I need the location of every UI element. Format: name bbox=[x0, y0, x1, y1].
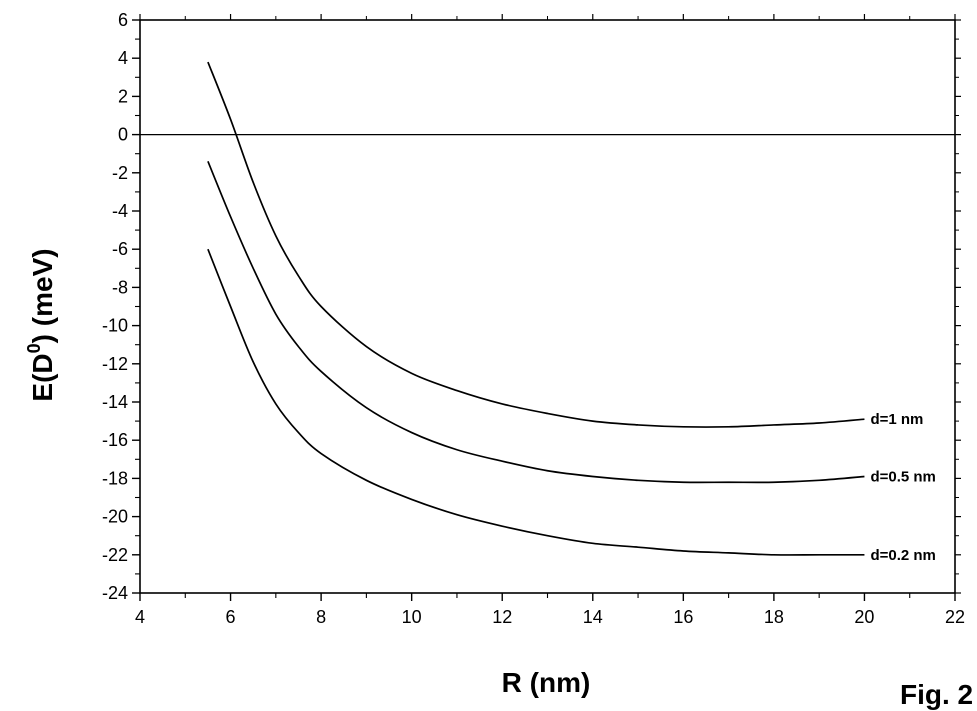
y-tick-label: -14 bbox=[102, 392, 128, 412]
y-axis-title-tail: ) (meV) bbox=[27, 248, 58, 343]
y-tick-label: -20 bbox=[102, 507, 128, 527]
y-tick-label: -18 bbox=[102, 468, 128, 488]
series-label-0: d=1 nm bbox=[870, 411, 923, 428]
x-axis-title: R (nm) bbox=[502, 667, 591, 698]
series-label-1: d=0.5 nm bbox=[870, 468, 935, 485]
x-tick-label: 14 bbox=[583, 607, 603, 627]
plot-area bbox=[139, 19, 956, 594]
y-axis-title-main: E(D bbox=[27, 353, 58, 401]
x-tick-label: 4 bbox=[135, 607, 145, 627]
x-axis: 4 6 8 10 12 14 16 18 20 22 bbox=[135, 14, 965, 627]
x-tick-label: 20 bbox=[854, 607, 874, 627]
x-tick-label: 18 bbox=[764, 607, 784, 627]
x-tick-label: 8 bbox=[316, 607, 326, 627]
x-tick-label: 22 bbox=[945, 607, 965, 627]
y-axis-title: E(D0) (meV) bbox=[24, 248, 58, 401]
y-tick-label: -16 bbox=[102, 430, 128, 450]
y-tick-label: -6 bbox=[112, 239, 128, 259]
y-tick-label: -2 bbox=[112, 163, 128, 183]
series-line-1 bbox=[207, 161, 865, 484]
series-lines bbox=[207, 61, 865, 556]
x-tick-label: 12 bbox=[492, 607, 512, 627]
y-tick-label: -4 bbox=[112, 201, 128, 221]
x-tick-label: 10 bbox=[402, 607, 422, 627]
series-label-2: d=0.2 nm bbox=[870, 547, 935, 564]
x-tick-label: 16 bbox=[673, 607, 693, 627]
y-tick-label: -8 bbox=[112, 277, 128, 297]
series-labels: d=1 nm d=0.5 nm d=0.2 nm bbox=[870, 411, 935, 564]
y-tick-label: 0 bbox=[118, 125, 128, 145]
y-tick-label: -10 bbox=[102, 316, 128, 336]
series-line-0 bbox=[207, 61, 865, 428]
figure-label: Fig. 2 bbox=[900, 679, 973, 710]
y-tick-label: 4 bbox=[118, 48, 128, 68]
plot-frame bbox=[139, 19, 956, 594]
y-tick-label: 6 bbox=[118, 10, 128, 30]
y-tick-label: -24 bbox=[102, 583, 128, 603]
y-tick-label: 2 bbox=[118, 86, 128, 106]
y-axis-title-sup: 0 bbox=[24, 343, 44, 353]
series-line-2 bbox=[207, 248, 865, 556]
y-tick-label: -22 bbox=[102, 545, 128, 565]
x-tick-label: 6 bbox=[226, 607, 236, 627]
y-tick-label: -12 bbox=[102, 354, 128, 374]
y-axis: 6 4 2 0 -2 -4 -6 -8 -10 -12 -14 -16 -18 -20 -22 -24 bbox=[102, 10, 961, 603]
